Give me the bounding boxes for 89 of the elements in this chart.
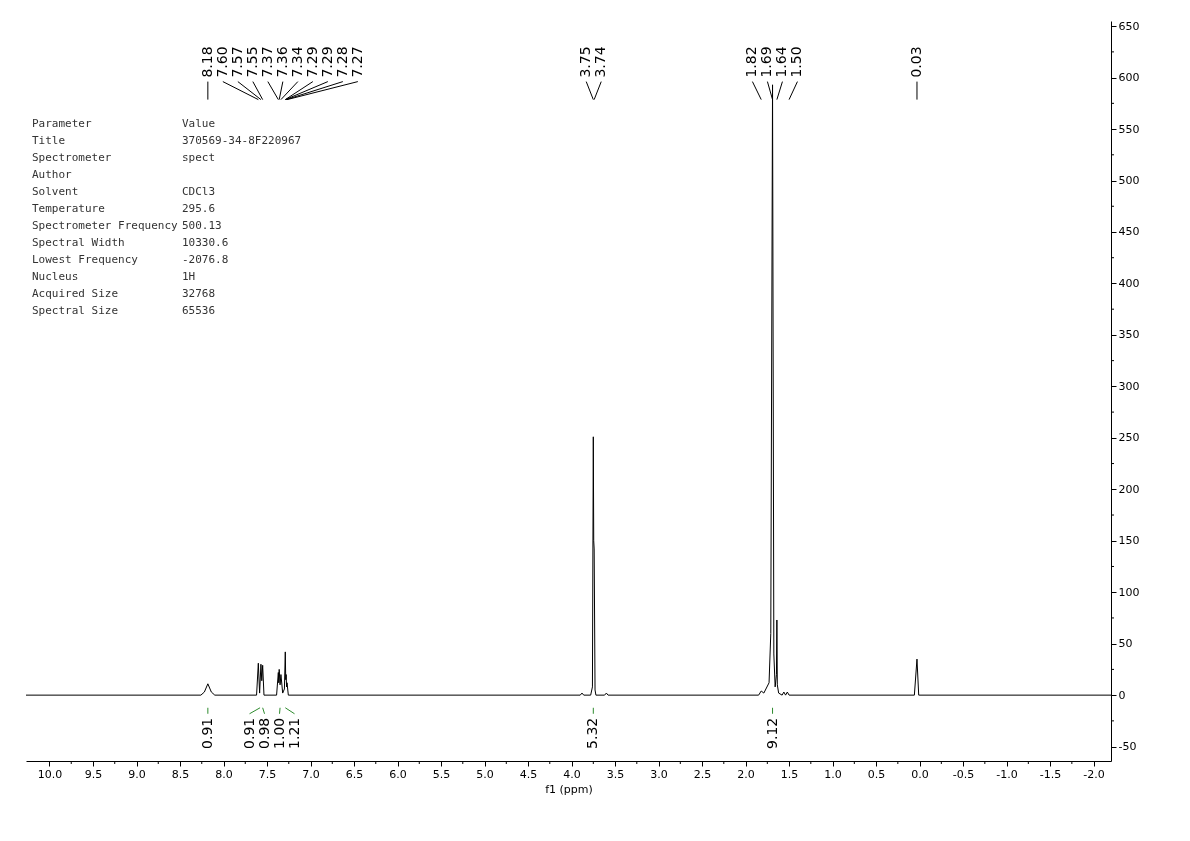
x-tick-label: -1.5 bbox=[1039, 767, 1062, 781]
y-tick-label: 650 bbox=[1118, 19, 1140, 33]
x-tick-label: 9.0 bbox=[128, 767, 146, 781]
annotation: 5.32 bbox=[584, 717, 601, 749]
annotation: 7.60 bbox=[213, 46, 230, 78]
x-tick-label: 8.5 bbox=[171, 767, 190, 781]
annotation: 7.34 bbox=[288, 46, 305, 78]
x-tick-label: 8.0 bbox=[215, 767, 233, 781]
x-tick-label: 2.5 bbox=[693, 767, 712, 781]
annotation: 0.98 bbox=[255, 717, 272, 749]
annotation: 0.03 bbox=[907, 46, 924, 78]
x-tick-label: 4.5 bbox=[519, 767, 538, 781]
y-tick-label: 100 bbox=[1118, 585, 1140, 599]
x-tick-label: -0.5 bbox=[952, 767, 975, 781]
annotation: Solvent bbox=[32, 184, 79, 198]
y-tick-label: 550 bbox=[1118, 122, 1140, 136]
annotation: 3.75 bbox=[577, 46, 594, 78]
annotation: 7.27 bbox=[348, 46, 365, 78]
annotation: 9.12 bbox=[763, 717, 780, 749]
y-tick-label: 400 bbox=[1118, 276, 1140, 290]
annotation: Author bbox=[32, 167, 73, 181]
annotation: spect bbox=[182, 150, 216, 164]
x-tick-label: 6.5 bbox=[345, 767, 364, 781]
x-tick-label: -1.0 bbox=[996, 767, 1018, 781]
x-tick-label: 2.0 bbox=[737, 767, 755, 781]
annotation: 7.29 bbox=[318, 46, 335, 78]
annotation: Temperature bbox=[32, 201, 105, 215]
x-tick-label: 0.0 bbox=[911, 767, 929, 781]
annotation: 370569-34-8F220967 bbox=[182, 133, 302, 147]
x-tick-label: 0.5 bbox=[867, 767, 886, 781]
x-tick-label: 6.0 bbox=[389, 767, 407, 781]
x-tick-label: 5.5 bbox=[432, 767, 451, 781]
annotation: Lowest Frequency bbox=[32, 252, 139, 266]
annotation: 1.21 bbox=[285, 717, 302, 749]
annotation: Spectral Width bbox=[32, 235, 125, 249]
y-tick-label: 50 bbox=[1118, 637, 1133, 651]
y-tick-label: 600 bbox=[1118, 71, 1140, 85]
y-tick-label: 450 bbox=[1118, 225, 1140, 239]
annotation: 1H bbox=[182, 269, 196, 283]
annotation: 0.91 bbox=[198, 717, 215, 749]
annotation: 1.50 bbox=[788, 46, 805, 78]
annotation: 3.74 bbox=[592, 46, 609, 78]
y-tick-label: 500 bbox=[1118, 174, 1140, 188]
annotation: 1.64 bbox=[773, 46, 790, 78]
annotation: CDCl3 bbox=[182, 184, 216, 198]
annotation: 7.55 bbox=[243, 46, 260, 78]
annotation: 1.82 bbox=[743, 46, 760, 78]
annotation: Title bbox=[32, 133, 66, 147]
annotation: 8.18 bbox=[198, 46, 215, 78]
x-tick-label: 1.5 bbox=[780, 767, 799, 781]
x-tick-label: -2.0 bbox=[1083, 767, 1105, 781]
y-tick-label: 300 bbox=[1118, 379, 1140, 393]
annotation: Spectrometer Frequency bbox=[32, 218, 179, 232]
annotation: Parameter bbox=[32, 116, 92, 130]
annotation: 1.69 bbox=[758, 46, 775, 78]
x-tick-label: 3.0 bbox=[650, 767, 668, 781]
annotation: 65536 bbox=[182, 303, 216, 317]
y-tick-label: 350 bbox=[1118, 328, 1140, 342]
annotation: 7.28 bbox=[333, 46, 350, 78]
annotation: Spectrometer bbox=[32, 150, 112, 164]
y-tick-label: -50 bbox=[1118, 740, 1137, 754]
x-tick-label: 3.5 bbox=[606, 767, 625, 781]
annotation: Spectral Size bbox=[32, 303, 119, 317]
x-tick-label: 1.0 bbox=[824, 767, 842, 781]
x-tick-label: 5.0 bbox=[476, 767, 494, 781]
x-axis-title: f1 (ppm) bbox=[545, 782, 593, 796]
annotation: -2076.8 bbox=[182, 252, 229, 266]
annotation: Acquired Size bbox=[32, 286, 119, 300]
x-tick-label: 7.0 bbox=[302, 767, 320, 781]
x-tick-label: 4.0 bbox=[563, 767, 581, 781]
y-tick-label: 200 bbox=[1118, 482, 1140, 496]
annotation: 7.29 bbox=[303, 46, 320, 78]
y-tick-label: 0 bbox=[1118, 688, 1126, 702]
annotation: 7.57 bbox=[228, 46, 245, 78]
annotation: 7.37 bbox=[258, 46, 275, 78]
y-tick-label: 150 bbox=[1118, 534, 1140, 548]
annotation: 0.91 bbox=[240, 717, 257, 749]
annotation: 1.00 bbox=[270, 717, 287, 749]
annotation: 295.6 bbox=[182, 201, 216, 215]
annotation: 500.13 bbox=[182, 218, 222, 232]
annotation: 10330.6 bbox=[182, 235, 229, 249]
x-tick-label: 10.0 bbox=[37, 767, 63, 781]
annotation: Nucleus bbox=[32, 269, 79, 283]
y-tick-label: 250 bbox=[1118, 431, 1140, 445]
x-tick-label: 9.5 bbox=[84, 767, 103, 781]
annotation: 32768 bbox=[182, 286, 216, 300]
annotation: 7.36 bbox=[273, 46, 290, 78]
annotation: Value bbox=[182, 116, 216, 130]
x-tick-label: 7.5 bbox=[258, 767, 277, 781]
